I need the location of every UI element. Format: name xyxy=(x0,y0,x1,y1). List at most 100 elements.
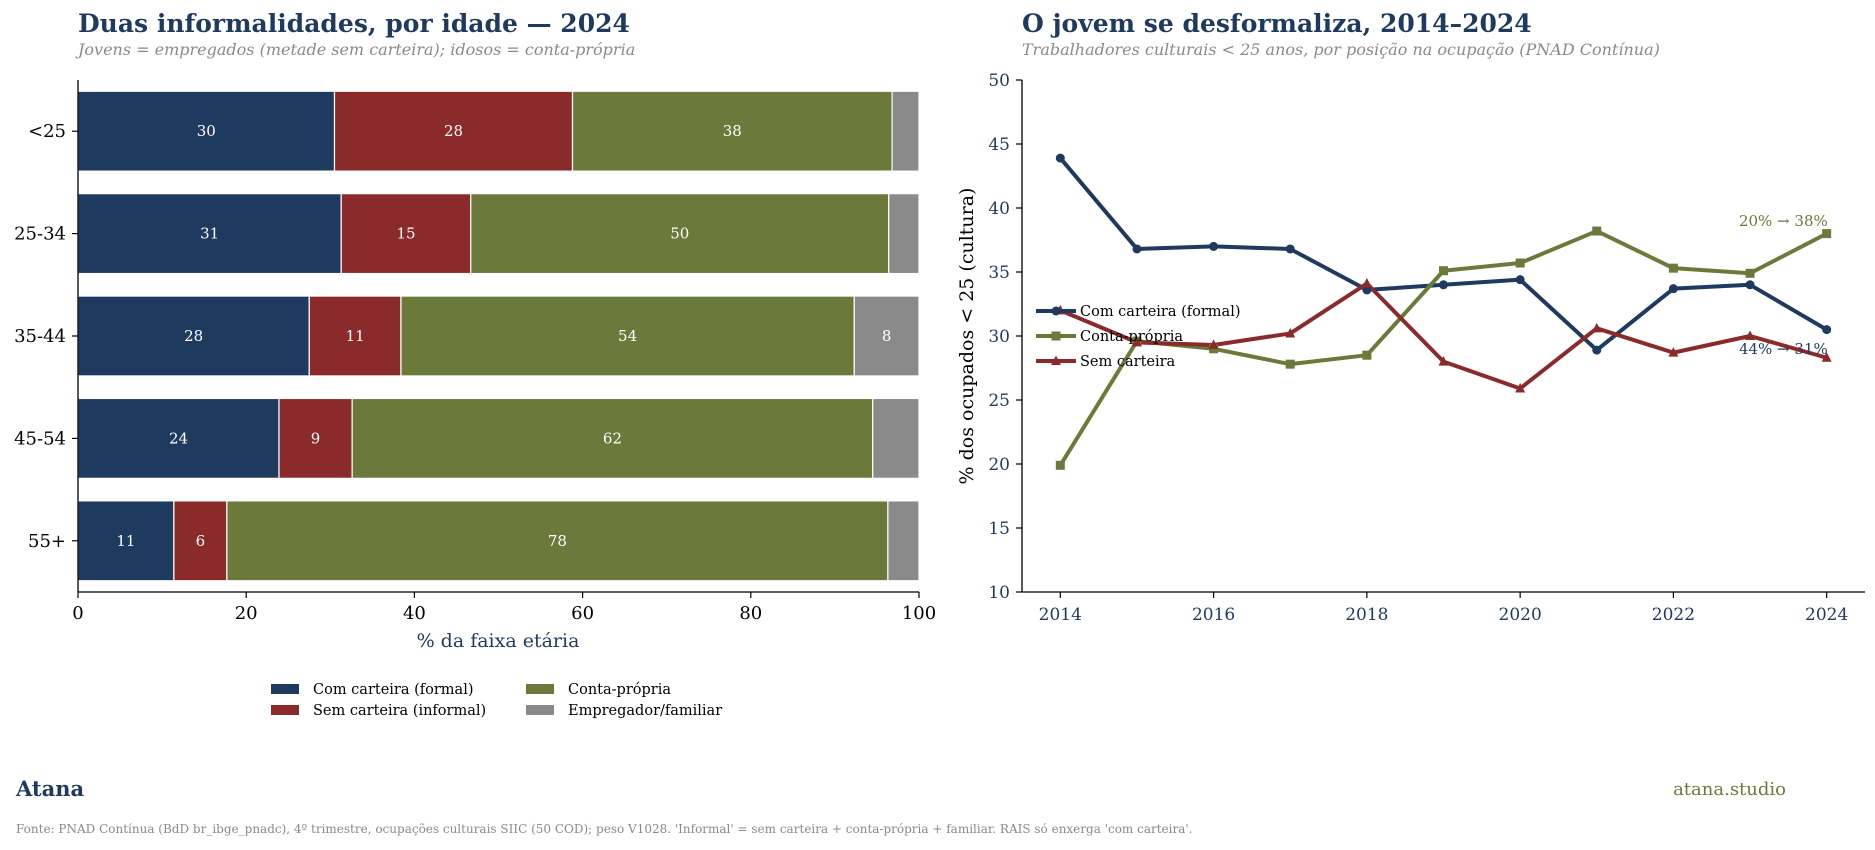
line-point xyxy=(1745,330,1756,340)
bar-segment xyxy=(351,397,874,479)
x-tick-label: 60 xyxy=(571,603,594,624)
line-point xyxy=(1668,263,1678,273)
line-point xyxy=(1361,278,1372,288)
line-plot-area xyxy=(1055,153,1832,470)
left-chart-title: Duas informalidades, por idade — 2024 xyxy=(78,9,630,38)
bar-segment xyxy=(226,500,889,582)
legend-swatch xyxy=(271,684,299,694)
line-point xyxy=(1822,229,1832,239)
bar-segment xyxy=(77,90,336,172)
line-point xyxy=(1362,350,1372,360)
line-point xyxy=(1591,322,1602,333)
line-point xyxy=(1439,280,1448,290)
bar-segment xyxy=(333,90,574,172)
bar-segment xyxy=(400,295,855,377)
series-line xyxy=(1058,229,1829,468)
y-tick-label: 45-54 xyxy=(14,428,66,449)
line-point xyxy=(1132,244,1142,254)
site-link[interactable]: atana.studio xyxy=(1673,779,1786,800)
line-point xyxy=(1745,268,1755,278)
bar-value-label: 28 xyxy=(184,327,203,345)
bar-value-label: 6 xyxy=(196,532,206,550)
line-point xyxy=(1131,336,1142,347)
bar-value-label: 11 xyxy=(346,327,365,345)
bar-value-label: 24 xyxy=(169,429,188,447)
legend-label: Com carteira (formal) xyxy=(1080,304,1240,320)
y-tick-label: 55+ xyxy=(28,531,66,552)
bar-segment xyxy=(470,193,890,275)
y-tick-label: 35 xyxy=(988,263,1010,283)
left-chart-subtitle: Jovens = empregados (metade sem carteira… xyxy=(75,40,635,59)
left-x-ticks: 0 20 40 60 80 100 xyxy=(72,592,936,624)
right-chart-title: O jovem se desformaliza, 2014–2024 xyxy=(1022,9,1532,38)
bar-value-label: 31 xyxy=(200,225,219,243)
x-tick-label: 2016 xyxy=(1192,605,1235,625)
line-point xyxy=(1668,284,1678,294)
line-point xyxy=(1285,327,1296,338)
x-tick-label: 100 xyxy=(902,603,936,624)
x-tick-label: 20 xyxy=(235,603,258,624)
bar-segment xyxy=(853,295,920,377)
line-point xyxy=(1055,460,1065,470)
bar-value-label: 8 xyxy=(882,327,892,345)
legend-label: Com carteira (formal) xyxy=(313,682,473,698)
y-tick-label: 15 xyxy=(988,519,1010,539)
bar-segment xyxy=(77,193,342,275)
y-tick-label: <25 xyxy=(28,121,66,142)
line-point xyxy=(1051,355,1061,365)
line-point xyxy=(1362,285,1372,295)
line-point xyxy=(1439,266,1448,276)
bar-segment xyxy=(340,193,472,275)
line-point xyxy=(1051,306,1061,316)
line-point xyxy=(1592,345,1602,355)
line-point xyxy=(1438,356,1449,366)
annotation-label: 20% → 38% xyxy=(1739,212,1828,230)
y-tick-label: 50 xyxy=(988,71,1010,91)
bar-value-label: 28 xyxy=(444,122,463,140)
line-point xyxy=(1822,325,1832,335)
x-tick-label: 2024 xyxy=(1805,605,1848,625)
legend-swatch xyxy=(526,705,554,715)
legend-label: Conta-própria xyxy=(1080,329,1183,345)
bar-segment xyxy=(278,397,353,479)
x-tick-label: 2014 xyxy=(1039,605,1082,625)
bar-legend: Com carteira (formal) Sem carteira (infor… xyxy=(271,682,722,719)
bar-value-label: 38 xyxy=(723,122,742,140)
y-tick-label: 35-44 xyxy=(14,326,66,347)
line-point xyxy=(1745,280,1755,290)
bar-value-label: 54 xyxy=(618,327,637,345)
line-point xyxy=(1285,359,1295,369)
right-x-ticks: 2014 2016 2018 2020 2022 2024 xyxy=(1039,592,1848,625)
line-point xyxy=(1209,241,1219,251)
bar-value-label: 15 xyxy=(396,225,415,243)
y-tick-label: 20 xyxy=(988,455,1010,475)
left-y-ticks: <25 25-34 35-44 45-54 55+ xyxy=(14,121,78,552)
legend-label: Conta-própria xyxy=(568,682,671,698)
bar-plot-area: 30 28 38 31 15 50 28 11 54 8 24 9 62 11 6 78 xyxy=(77,90,920,582)
source-note: Fonte: PNAD Contínua (BdD br_ibge_pnadc)… xyxy=(16,822,1193,836)
bar-segment xyxy=(77,295,310,377)
x-tick-label: 0 xyxy=(72,603,83,624)
bar-value-label: 30 xyxy=(197,122,216,140)
brand-logo-text: Atana xyxy=(16,776,85,801)
bar-value-label: 78 xyxy=(548,532,567,550)
x-tick-label: 80 xyxy=(739,603,762,624)
line-point xyxy=(1821,352,1832,362)
line-legend: Com carteira (formal) Conta-própria Sem ca… xyxy=(1036,304,1240,370)
line-annotations: 20% → 38% 44% → 31% xyxy=(1739,212,1828,358)
line-point xyxy=(1515,258,1525,268)
line-point xyxy=(1285,244,1295,254)
bar-segment xyxy=(77,500,175,582)
x-tick-label: 40 xyxy=(403,603,426,624)
y-tick-label: 10 xyxy=(988,583,1010,603)
line-point xyxy=(1055,153,1065,163)
line-point xyxy=(1051,331,1061,341)
right-y-axis-label: % dos ocupados < 25 (cultura) xyxy=(956,188,978,485)
line-point xyxy=(1515,382,1526,393)
right-chart-subtitle: Trabalhadores culturais < 25 anos, por p… xyxy=(1022,40,1660,59)
legend-swatch xyxy=(271,705,299,715)
bar-segment xyxy=(887,500,920,582)
bar-value-label: 50 xyxy=(670,225,689,243)
right-y-ticks: 10 15 20 25 30 35 40 45 50 xyxy=(988,71,1022,603)
y-tick-label: 25 xyxy=(988,391,1010,411)
